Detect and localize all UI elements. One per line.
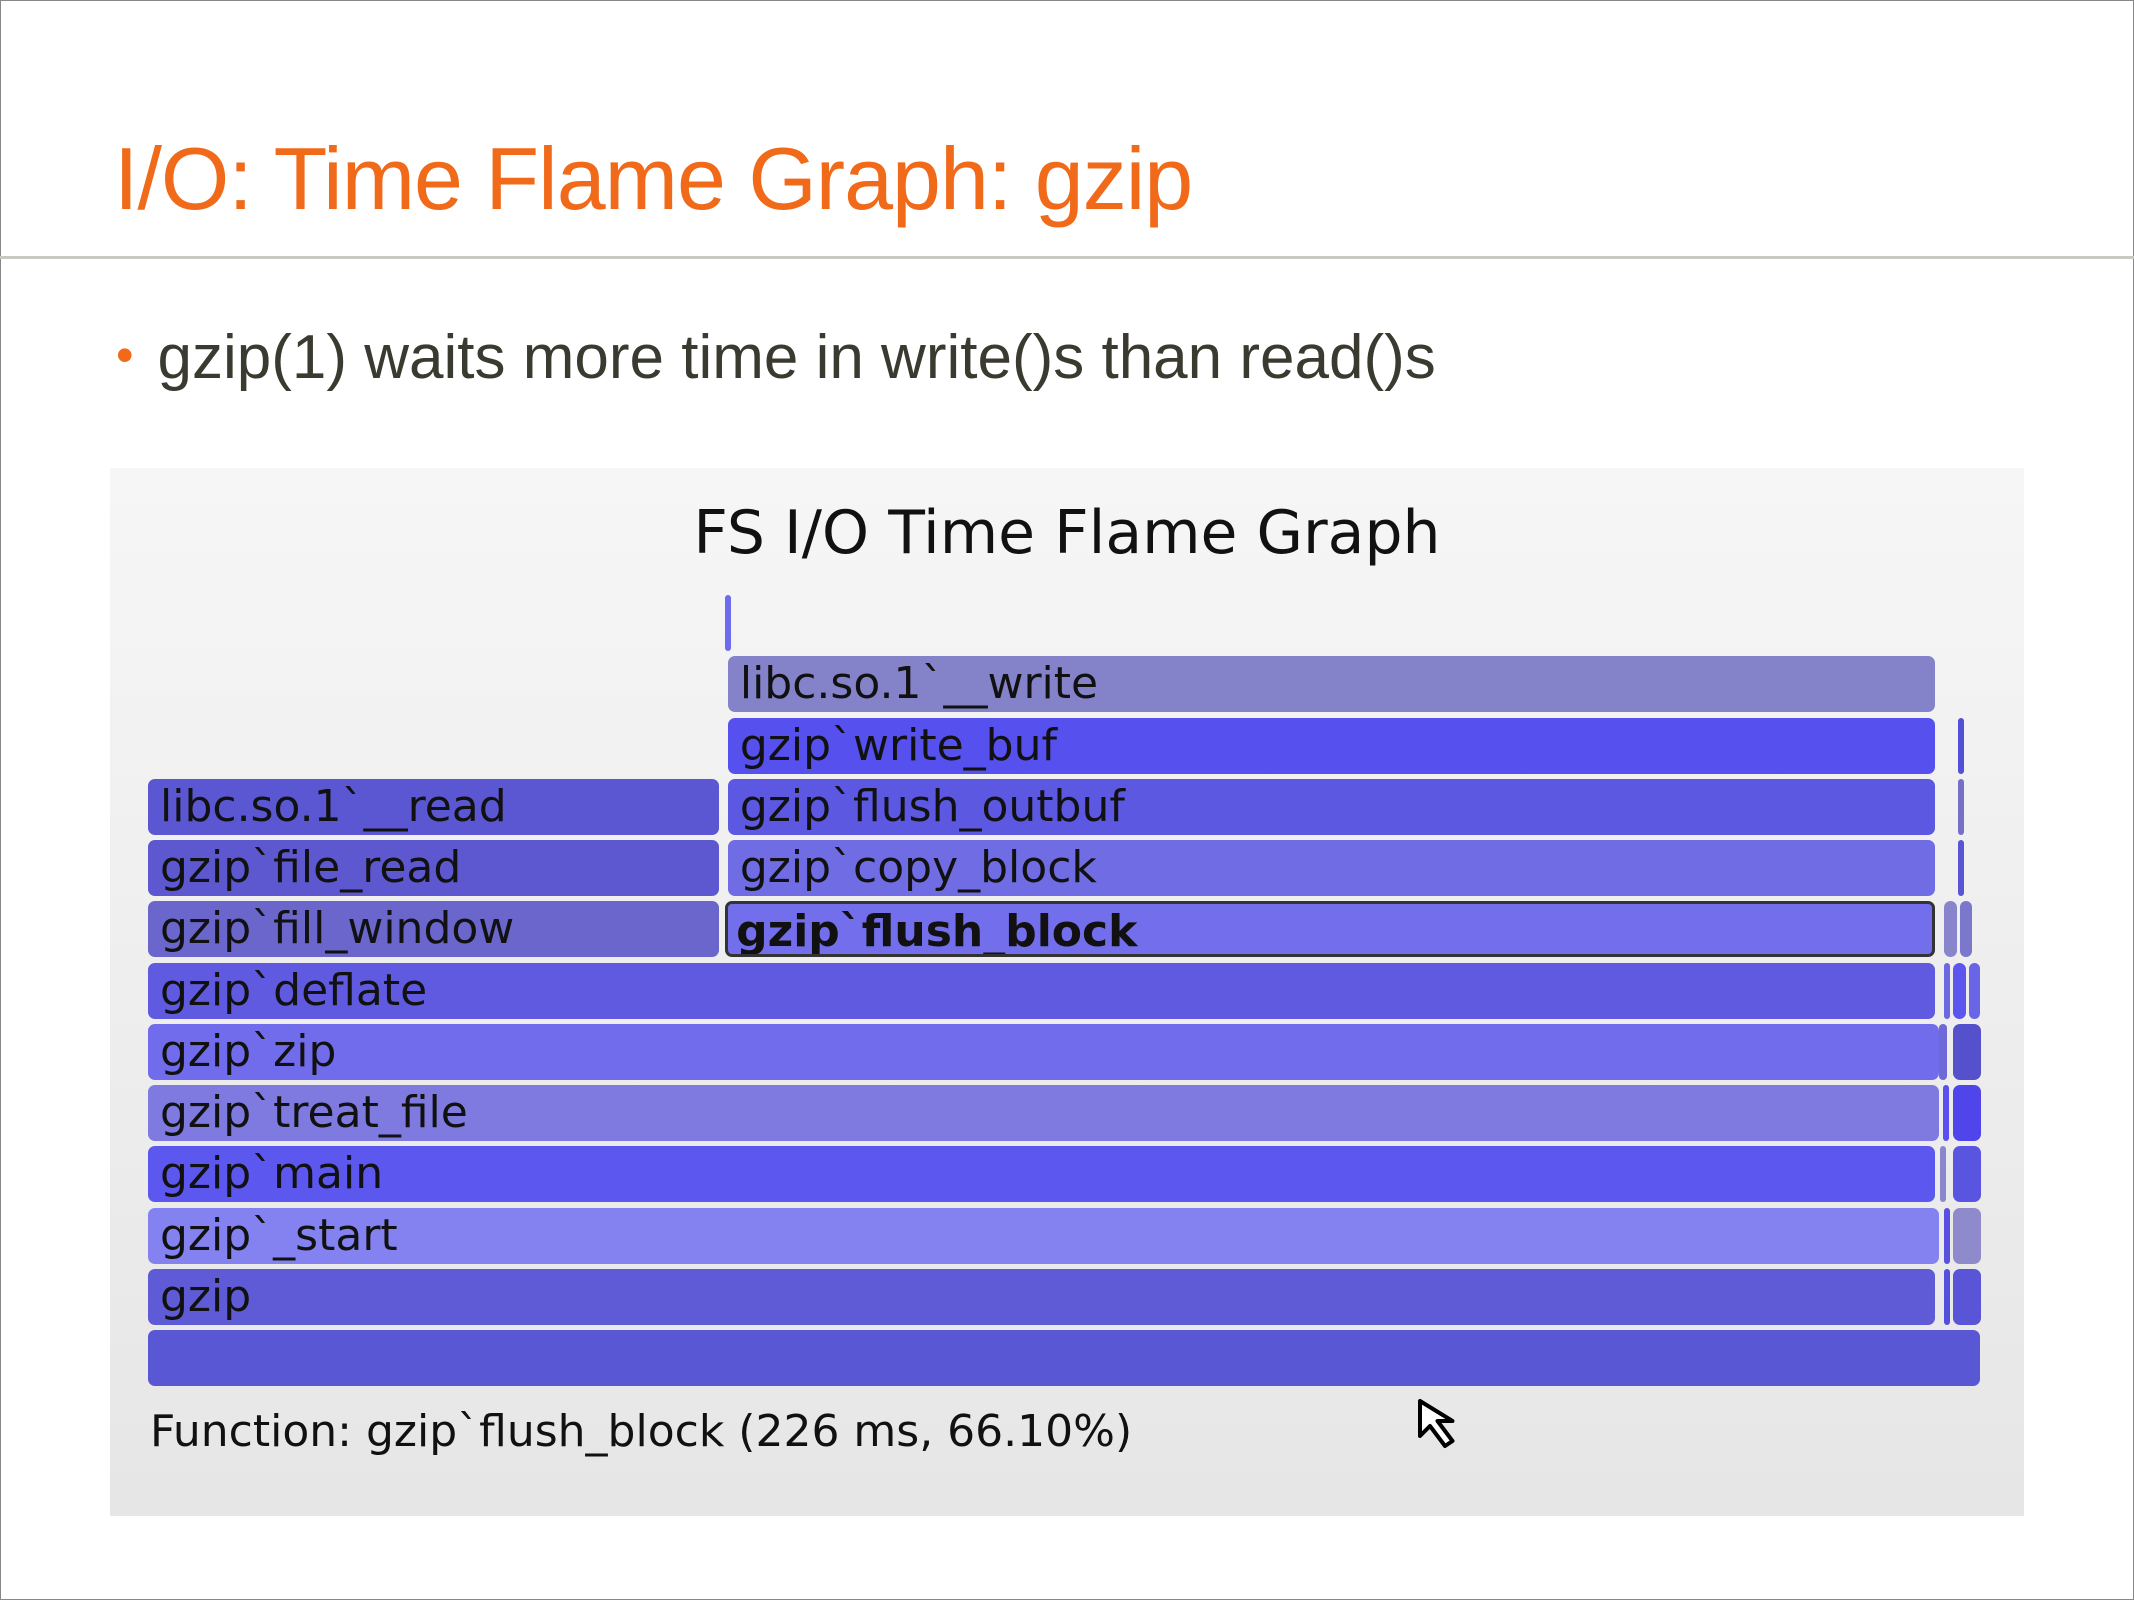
flame-frame-unlabeled[interactable]	[1953, 1023, 1982, 1080]
flame-frame[interactable]: gzip	[148, 1268, 1936, 1325]
flame-frame-unlabeled[interactable]	[1942, 1085, 1949, 1141]
flame-frame-label: libc.so.1`__read	[160, 780, 507, 832]
flame-frame[interactable]: gzip`deflate	[148, 962, 1936, 1019]
flame-frame-unlabeled[interactable]	[148, 1330, 1980, 1386]
flame-frame-unlabeled[interactable]	[725, 595, 732, 651]
flame-frame-label: gzip`write_buf	[739, 719, 1057, 771]
flame-frame-unlabeled[interactable]	[1943, 1268, 1950, 1325]
flame-frame-unlabeled[interactable]	[1943, 901, 1957, 958]
flame-frame-unlabeled[interactable]	[1939, 1146, 1946, 1203]
bullet-item: • gzip(1) waits more time in write()s tha…	[116, 322, 1436, 393]
flame-frame-unlabeled[interactable]	[1969, 962, 1980, 1019]
flame-frame[interactable]: libc.so.1`__read	[148, 778, 720, 835]
flame-frame-unlabeled[interactable]	[1953, 962, 1967, 1019]
flame-frame[interactable]: gzip`_start	[148, 1207, 1940, 1264]
flame-frame-unlabeled[interactable]	[1953, 1085, 1982, 1141]
flame-frame-label: libc.so.1`__write	[739, 658, 1099, 710]
flame-frame-unlabeled[interactable]	[1958, 840, 1965, 896]
flame-frame-unlabeled[interactable]	[1953, 1268, 1982, 1325]
flame-frame[interactable]: gzip`flush_block	[725, 901, 1936, 958]
flame-frame-unlabeled[interactable]	[1958, 717, 1965, 774]
flame-frame-unlabeled[interactable]	[1959, 901, 1973, 958]
flame-graph-panel: FS I/O Time Flame Graph gzip gzip`_start g…	[110, 468, 2024, 1516]
flame-frame-label: gzip	[160, 1270, 252, 1322]
flame-graph-title: FS I/O Time Flame Graph	[693, 498, 1441, 568]
bullet-text: gzip(1) waits more time in write()s than…	[157, 323, 1436, 392]
flame-frame-unlabeled[interactable]	[1958, 778, 1965, 835]
flame-graph-status: Function: gzip`flush_block (226 ms, 66.1…	[150, 1406, 1133, 1457]
flame-frame-label: gzip`deflate	[160, 964, 428, 1016]
flame-frame-label: gzip`file_read	[160, 842, 462, 893]
flame-frame-label: gzip`flush_block	[736, 906, 1138, 958]
flame-frame[interactable]: gzip`file_read	[148, 840, 720, 896]
flame-frame-label: gzip`zip	[160, 1025, 337, 1077]
flame-frame[interactable]: libc.so.1`__write	[727, 656, 1936, 713]
flame-frame-label: gzip`fill_window	[160, 903, 515, 955]
flame-frame-unlabeled[interactable]	[1953, 1207, 1982, 1264]
flame-frame[interactable]: gzip`write_buf	[727, 717, 1936, 774]
bullet-dot-icon: •	[116, 327, 134, 383]
flame-graph-frames: gzip gzip`_start gzip`main gzip`treat_file g…	[110, 468, 2024, 1516]
slide-title: I/O: Time Flame Graph: gzip	[114, 129, 1193, 228]
flame-frame[interactable]: gzip`copy_block	[727, 840, 1936, 896]
flame-frame-label: gzip`copy_block	[739, 842, 1097, 893]
flame-frame-unlabeled[interactable]	[1938, 1023, 1947, 1080]
flame-frame[interactable]: gzip`treat_file	[148, 1085, 1940, 1141]
mouse-cursor-icon	[1418, 1399, 1455, 1448]
flame-frame-label: gzip`flush_outbuf	[739, 780, 1125, 832]
flame-frame[interactable]: gzip`zip	[148, 1023, 1940, 1080]
flame-frame-label: gzip`main	[160, 1148, 384, 1200]
flame-frame[interactable]: gzip`flush_outbuf	[727, 778, 1936, 835]
flame-frame[interactable]: gzip`fill_window	[148, 901, 720, 958]
flame-frame-unlabeled[interactable]	[1953, 1146, 1982, 1203]
flame-frame-unlabeled[interactable]	[1943, 962, 1950, 1019]
flame-frame-unlabeled[interactable]	[1943, 1207, 1950, 1264]
flame-frame[interactable]: gzip`main	[148, 1146, 1936, 1203]
title-divider	[0, 256, 2134, 259]
flame-frame-label: gzip`treat_file	[160, 1087, 468, 1138]
flame-frame-label: gzip`_start	[160, 1209, 398, 1261]
